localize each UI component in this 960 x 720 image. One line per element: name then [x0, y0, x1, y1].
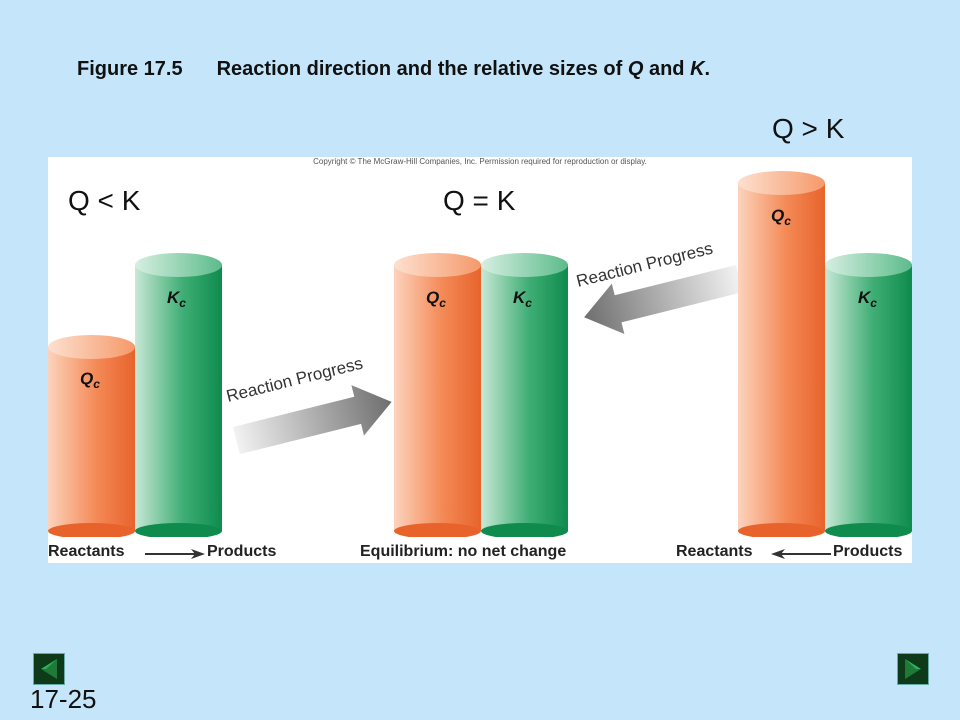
label-q-middle: Qc: [426, 288, 446, 310]
copyright-notice: Copyright © The McGraw-Hill Companies, I…: [313, 157, 647, 166]
caption-right-products: Products: [833, 543, 903, 560]
condition-q-equals-k: Q = K: [443, 185, 516, 216]
reaction-diagram: Qc Kc Reaction Progress Qc Kc Reaction P…: [48, 171, 912, 537]
cylinder-k-middle: [481, 253, 568, 537]
figure-title-and: and: [643, 58, 691, 80]
label-k-right: Kc: [858, 288, 877, 310]
forward-arrow-icon: [233, 385, 392, 455]
label-k-middle: Kc: [513, 288, 532, 310]
cylinder-q-right: [738, 171, 825, 537]
cylinder-k-right: [825, 253, 912, 537]
label-q-right: Qc: [771, 206, 791, 228]
figure-number: Figure 17.5: [77, 58, 183, 80]
right-arrow-icon: [145, 549, 205, 559]
reaction-progress-forward-label: Reaction Progress: [224, 354, 364, 406]
caption-equilibrium: Equilibrium: no net change: [360, 543, 567, 560]
condition-q-less-k: Q < K: [68, 185, 141, 216]
condition-q-greater-k: Q > K: [772, 113, 845, 144]
caption-left-products: Products: [207, 543, 277, 560]
figure-title-q: Q: [627, 58, 644, 80]
figure-panel: Copyright © The McGraw-Hill Companies, I…: [48, 157, 912, 563]
slide-number: 17-25: [30, 684, 97, 714]
figure-title-k: K: [690, 58, 705, 80]
figure-title: Figure 17.5 Reaction direction and the re…: [77, 58, 710, 81]
label-q-left: Qc: [80, 369, 100, 391]
next-slide-button[interactable]: [897, 653, 929, 685]
left-arrow-icon: [771, 549, 831, 559]
cylinder-k-left: [135, 253, 222, 537]
reverse-arrow-icon: [584, 265, 743, 335]
cylinder-q-left: [48, 335, 135, 537]
caption-left-reactants: Reactants: [48, 543, 125, 560]
label-k-left: Kc: [167, 288, 186, 310]
figure-title-prefix: Reaction direction and the relative size…: [216, 58, 628, 80]
previous-slide-icon: [41, 659, 57, 679]
cylinder-q-middle: [394, 253, 481, 537]
figure-title-period: .: [704, 58, 711, 80]
caption-right-reactants: Reactants: [676, 543, 753, 560]
next-slide-icon: [905, 659, 921, 679]
previous-slide-button[interactable]: [33, 653, 65, 685]
